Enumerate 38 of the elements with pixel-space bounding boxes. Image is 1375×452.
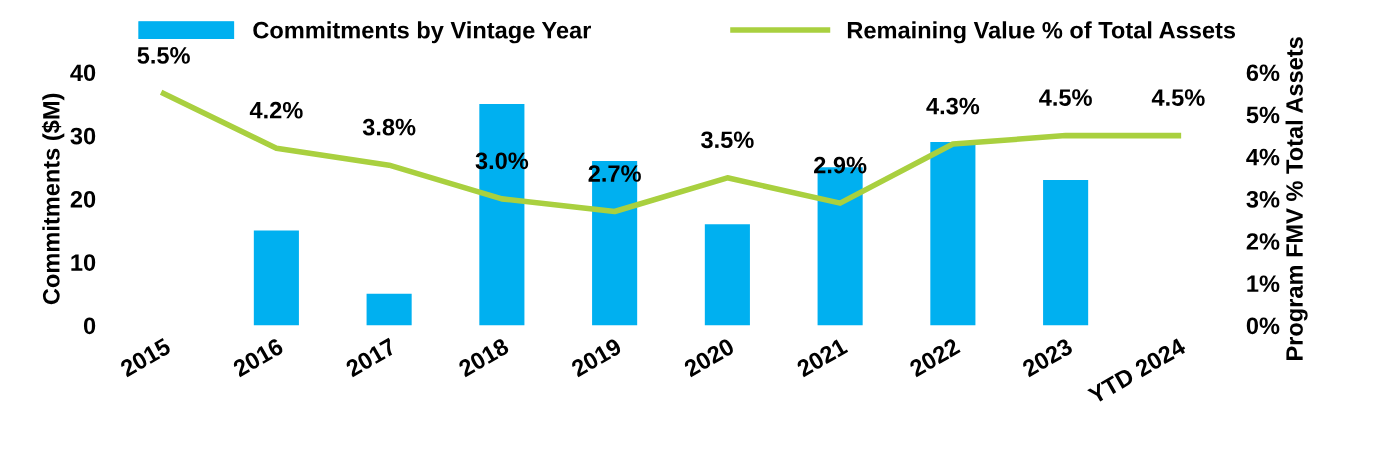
bar <box>930 141 976 326</box>
y2-tick-label: 5% <box>1246 106 1280 124</box>
x-tick-label: 2017 <box>344 337 397 378</box>
data-label: 4.5% <box>1039 89 1092 106</box>
y2-tick-label: 6% <box>1246 64 1280 82</box>
data-label: 4.3% <box>926 97 980 115</box>
y-tick-label: 20 <box>70 190 96 208</box>
data-label: 3.8% <box>362 118 416 136</box>
data-label: 4.5% <box>1151 89 1205 106</box>
x-tick-label: YTD 2024 <box>1086 337 1187 405</box>
y2-tick-label: 2% <box>1246 233 1280 250</box>
y2-tick-label: 1% <box>1247 275 1280 292</box>
y2-tick-label: 3% <box>1246 190 1280 208</box>
bar <box>1043 179 1089 326</box>
x-tick-label: 2020 <box>682 337 736 378</box>
bar <box>704 224 750 326</box>
data-label: 4.2% <box>249 101 303 119</box>
y-tick-label: 30 <box>70 127 96 145</box>
y2-axis-title: Program FMV % Total Assets <box>1285 37 1308 360</box>
y-axis-title: Commitments ($M) <box>41 93 65 305</box>
bar <box>366 293 412 326</box>
data-label: 5.5% <box>137 47 190 64</box>
y2-tick-label: 4% <box>1246 148 1280 166</box>
y-tick-label: 40 <box>70 64 96 82</box>
x-tick-label: 2022 <box>908 337 961 378</box>
data-label: 3.5% <box>701 131 754 149</box>
bar <box>253 230 299 326</box>
x-tick-label: 2019 <box>570 337 623 378</box>
y2-tick-label: 0% <box>1246 317 1280 335</box>
x-tick-label: 2018 <box>457 337 510 378</box>
y-tick-label: 10 <box>71 254 96 271</box>
legend-label: Remaining Value % of Total Assets <box>847 21 1236 44</box>
x-tick-label: 2021 <box>795 337 849 378</box>
x-tick-label: 2016 <box>231 337 285 378</box>
y-tick-label: 0 <box>83 317 96 335</box>
legend-label: Commitments by Vintage Year <box>253 21 591 44</box>
x-tick-label: 2023 <box>1021 337 1074 378</box>
x-tick-label: 2015 <box>119 337 172 378</box>
